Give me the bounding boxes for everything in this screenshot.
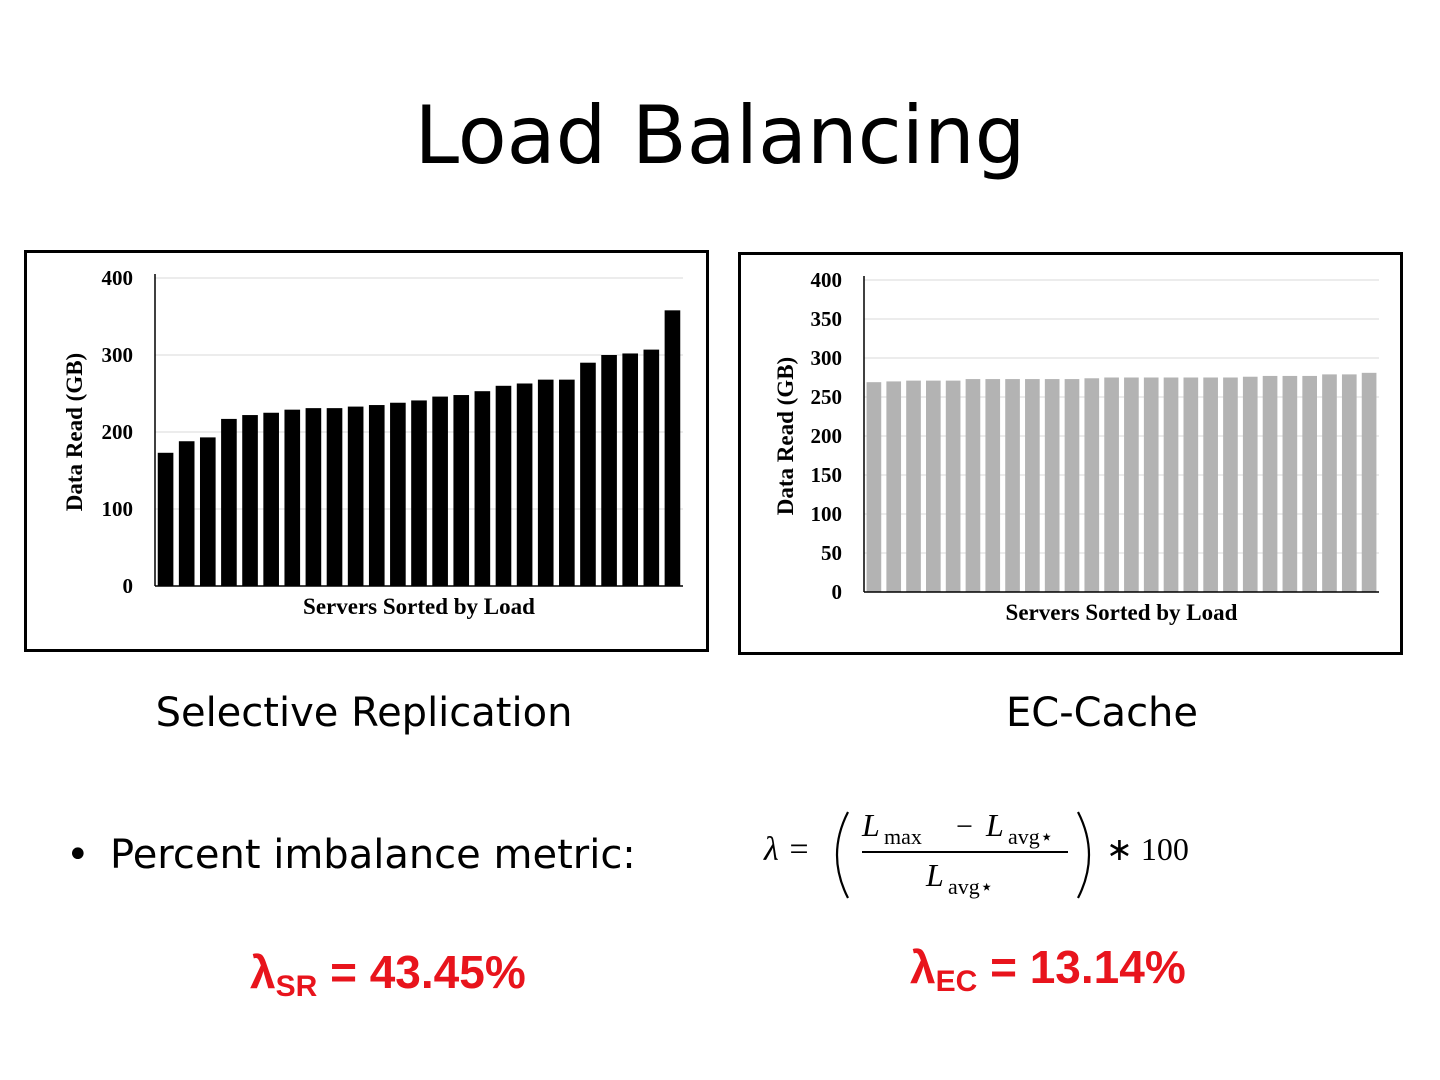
- ec-ytick-label: 150: [811, 463, 843, 487]
- bullet-imbalance-metric: • Percent imbalance metric:: [66, 832, 636, 878]
- sr-bar: [601, 355, 617, 586]
- ec-xlabel: Servers Sorted by Load: [1006, 600, 1238, 625]
- ec-bar: [1282, 375, 1298, 592]
- chart-ec-cache: 0 50 100 150 200 250 300 350 400 Servers Sorted b…: [738, 252, 1403, 655]
- sr-bar: [284, 409, 301, 586]
- sr-bar: [199, 437, 216, 586]
- formula-den-sub: avg⋆: [948, 874, 994, 899]
- sr-bar: [516, 383, 533, 586]
- result-sr-sub: SR: [275, 970, 318, 1003]
- result-ec-value: = 13.14%: [990, 941, 1186, 993]
- ec-bar: [1005, 379, 1020, 592]
- imbalance-formula: λ = L max − L avg⋆ L avg⋆ ∗ 100: [763, 807, 1189, 899]
- sr-bar: [453, 395, 470, 586]
- sr-bar: [368, 405, 385, 586]
- sr-bar: [537, 379, 554, 586]
- sr-bar: [432, 396, 448, 586]
- caption-ec-cache: EC-Cache: [1005, 690, 1199, 736]
- ec-ytick-label: 0: [832, 580, 843, 604]
- ec-ytick-label: 200: [811, 424, 843, 448]
- sr-bar: [580, 362, 596, 586]
- caption-selective-replication: Selective Replication: [155, 690, 573, 736]
- formula-minus: −: [956, 810, 973, 843]
- ec-bar: [1341, 374, 1357, 592]
- sr-ytick-label: 200: [102, 420, 134, 444]
- ec-ytick-label: 350: [811, 307, 843, 331]
- ec-bar: [1044, 379, 1060, 592]
- sr-bar: [263, 412, 279, 586]
- result-ec-symbol: λ: [910, 941, 936, 993]
- ec-bar: [1124, 377, 1139, 592]
- ec-bar: [925, 380, 941, 592]
- slide-title: Load Balancing: [414, 89, 1026, 182]
- formula-left-paren: [835, 811, 849, 899]
- chart-sr-svg: 0 100 200 300 400 Servers Sorted by Load Data …: [62, 266, 683, 619]
- ec-bar: [945, 380, 961, 592]
- formula-lhs: λ =: [763, 831, 810, 868]
- chart-ec-svg: 0 50 100 150 200 250 300 350 400 Servers Sorted b…: [773, 268, 1379, 625]
- ec-bar: [906, 380, 921, 592]
- ec-bar: [1104, 377, 1119, 592]
- ec-bar: [1084, 378, 1100, 592]
- ec-bar: [1302, 375, 1318, 592]
- sr-ytick-label: 300: [102, 343, 134, 367]
- formula-num-l1: L: [861, 807, 880, 843]
- sr-ytick-label: 0: [123, 574, 134, 598]
- ec-ytick-label: 250: [811, 385, 843, 409]
- sr-bar: [390, 402, 406, 586]
- formula-num-l2-sub: avg⋆: [1008, 824, 1054, 849]
- formula-den-l: L: [925, 857, 944, 893]
- sr-ytick-label: 400: [102, 266, 134, 290]
- formula-multiplier: ∗ 100: [1106, 831, 1189, 867]
- ec-ylabel: Data Read (GB): [773, 357, 798, 515]
- sr-bar: [411, 400, 427, 586]
- ec-bar: [985, 379, 1001, 592]
- ec-bar: [1203, 377, 1218, 592]
- ec-bar: [1025, 379, 1040, 592]
- sr-ylabel: Data Read (GB): [62, 353, 87, 511]
- ec-bar: [1242, 376, 1258, 592]
- sr-bar: [664, 310, 681, 586]
- ec-bar: [886, 381, 902, 592]
- sr-bar: [221, 418, 237, 586]
- sr-bar: [559, 379, 575, 586]
- result-sr-value: = 43.45%: [330, 946, 526, 998]
- sr-bar: [305, 408, 322, 586]
- formula-num-l1-sub: max: [884, 824, 922, 849]
- ec-ytick-label: 50: [821, 541, 842, 565]
- chart-selective-replication: 0 100 200 300 400 Servers Sorted by Load Data …: [24, 250, 709, 652]
- formula-num-l2: L: [985, 807, 1004, 843]
- sr-bar: [157, 452, 174, 586]
- ec-bar: [1223, 377, 1238, 592]
- sr-bar: [474, 391, 491, 586]
- sr-bar: [326, 408, 343, 586]
- formula-right-paren: [1077, 811, 1091, 899]
- sr-bar: [643, 349, 660, 586]
- ec-bar: [1322, 374, 1337, 592]
- sr-bar: [178, 441, 195, 586]
- ec-bar: [1183, 377, 1199, 592]
- sr-ytick-label: 100: [102, 497, 134, 521]
- ec-bar: [1361, 372, 1377, 592]
- ec-bar: [1163, 377, 1179, 592]
- ec-bar: [1143, 377, 1159, 592]
- result-ec-sub: EC: [935, 965, 978, 998]
- bullet-text: Percent imbalance metric:: [110, 832, 636, 878]
- sr-xlabel: Servers Sorted by Load: [303, 594, 535, 619]
- ec-ytick-label: 100: [811, 502, 843, 526]
- result-ec: λEC = 13.14%: [910, 940, 1186, 999]
- ec-bar: [1262, 375, 1278, 592]
- result-sr-symbol: λ: [250, 946, 276, 998]
- result-sr: λSR = 43.45%: [250, 945, 526, 1004]
- ec-bar: [866, 382, 882, 592]
- ec-ytick-label: 400: [811, 268, 843, 292]
- ec-ytick-label: 300: [811, 346, 843, 370]
- ec-bar: [965, 379, 981, 592]
- ec-bar: [1064, 379, 1080, 592]
- sr-bar: [495, 385, 512, 586]
- sr-bar: [622, 353, 639, 586]
- sr-bar: [242, 415, 258, 586]
- bullet-dot-icon: •: [66, 832, 90, 878]
- sr-bar: [347, 406, 364, 586]
